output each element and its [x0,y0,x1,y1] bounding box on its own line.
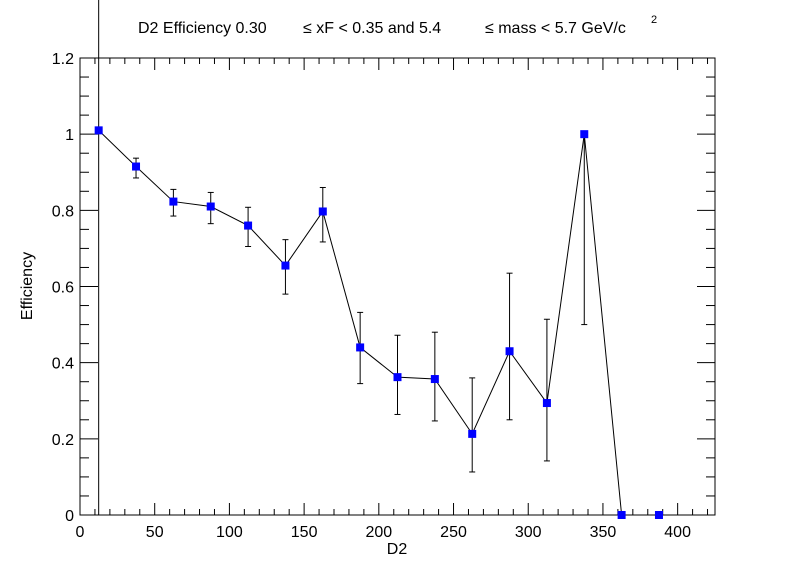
data-point [468,429,477,438]
chart-title-prefix: D2 Efficiency 0.30 [138,20,267,37]
data-point [244,221,253,230]
data-point [281,261,290,270]
chart-title-mass-range: ≤ mass < 5.7 GeV/c [485,20,626,37]
x-tick-label: 300 [515,524,542,541]
data-point [617,511,626,519]
data-point [132,162,141,171]
chart-title-superscript: 2 [651,14,657,26]
data-layer [94,0,663,519]
x-tick-label: 100 [216,524,243,541]
data-point [94,126,103,135]
y-tick-label: 1 [65,127,74,144]
y-axis-label: Efficiency [19,252,36,320]
data-point [393,373,402,382]
data-point [505,347,514,356]
y-tick-label: 0.6 [52,280,74,297]
y-tick-label: 0.2 [52,432,74,449]
y-tick-label: 0.4 [52,356,74,373]
y-tick-label: 1.2 [52,51,74,68]
x-tick-label: 200 [365,524,392,541]
y-tick-label: 0.8 [52,203,74,220]
x-tick-label: 0 [76,524,85,541]
y-tick-label: 0 [65,508,74,525]
x-tick-label: 400 [664,524,691,541]
data-point [580,130,589,139]
data-point [206,202,215,211]
x-tick-label: 150 [291,524,318,541]
plot-frame [79,57,716,516]
data-point [169,197,178,206]
data-point [318,207,327,216]
chart-title: D2 Efficiency 0.30 ≤ xF < 0.35 and 5.4 ≤… [138,14,657,37]
axes: 0 50 100 150 200 250 300 350 400 0 0.2 0.4 0.6 0.8 1 1.… [52,51,715,541]
series-line [98,129,659,516]
x-tick-label: 350 [590,524,617,541]
x-tick-label: 250 [440,524,467,541]
data-point [542,399,551,408]
x-tick-label: 50 [146,524,164,541]
data-point [356,343,365,352]
data-point [654,511,663,519]
x-axis-label: D2 [387,541,408,558]
chart-title-xf-range: ≤ xF < 0.35 and 5.4 [303,20,441,37]
data-point [430,375,439,384]
